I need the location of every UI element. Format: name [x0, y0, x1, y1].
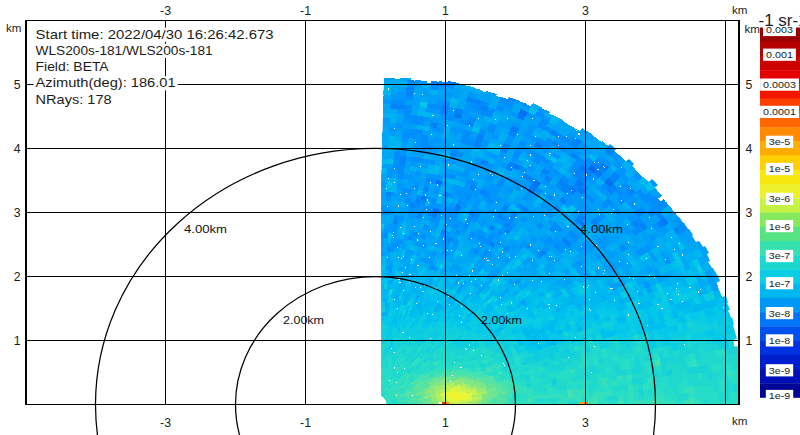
- svg-text:3e-9: 3e-9: [769, 365, 790, 376]
- svg-text:0.0003: 0.0003: [763, 79, 796, 90]
- svg-text:1e-7: 1e-7: [769, 278, 790, 289]
- svg-text:km: km: [732, 5, 748, 16]
- svg-text:2: 2: [745, 270, 752, 284]
- svg-text:5: 5: [745, 78, 752, 92]
- svg-text:1: 1: [745, 334, 752, 348]
- svg-text:2: 2: [14, 270, 21, 284]
- svg-text:3e-5: 3e-5: [769, 136, 790, 147]
- svg-text:WLS200s-181/WLS200s-181: WLS200s-181/WLS200s-181: [36, 43, 213, 58]
- svg-text:4.00km: 4.00km: [184, 223, 227, 235]
- svg-text:Field: BETA: Field: BETA: [36, 59, 109, 74]
- svg-text:4.00km: 4.00km: [580, 223, 623, 235]
- svg-text:1e-9: 1e-9: [769, 390, 790, 401]
- svg-text:-3: -3: [160, 4, 171, 18]
- svg-text:3: 3: [745, 206, 752, 220]
- svg-text:4: 4: [14, 142, 21, 156]
- svg-text:1: 1: [442, 4, 449, 18]
- svg-text:-1 sr-1: -1 sr-1: [759, 12, 800, 29]
- svg-text:3e-6: 3e-6: [769, 193, 790, 204]
- svg-text:-1: -1: [300, 4, 311, 18]
- svg-text:-3: -3: [160, 416, 171, 430]
- svg-text:1e-8: 1e-8: [769, 335, 790, 346]
- svg-text:3: 3: [14, 206, 21, 220]
- svg-text:1: 1: [14, 334, 21, 348]
- svg-text:4: 4: [745, 142, 752, 156]
- svg-text:1e-5: 1e-5: [769, 163, 790, 174]
- svg-text:3e-7: 3e-7: [769, 250, 790, 261]
- svg-text:5: 5: [14, 78, 21, 92]
- svg-text:2.00km: 2.00km: [283, 314, 324, 326]
- svg-text:0.001: 0.001: [766, 49, 793, 60]
- svg-text:km: km: [6, 23, 22, 34]
- svg-text:3: 3: [582, 4, 589, 18]
- svg-text:km: km: [732, 416, 748, 427]
- svg-text:2.00km: 2.00km: [481, 314, 522, 326]
- svg-text:3e-8: 3e-8: [769, 308, 790, 319]
- svg-text:1: 1: [442, 416, 449, 430]
- svg-text:NRays: 178: NRays: 178: [36, 92, 112, 107]
- svg-text:-1: -1: [300, 416, 311, 430]
- svg-text:3: 3: [582, 416, 589, 430]
- svg-text:Start time: 2022/04/30 16:26:4: Start time: 2022/04/30 16:26:42.673: [36, 27, 274, 42]
- svg-text:Azimuth(deg): 186.01: Azimuth(deg): 186.01: [36, 75, 176, 90]
- svg-text:1e-6: 1e-6: [769, 221, 790, 232]
- svg-text:0.0001: 0.0001: [763, 106, 796, 117]
